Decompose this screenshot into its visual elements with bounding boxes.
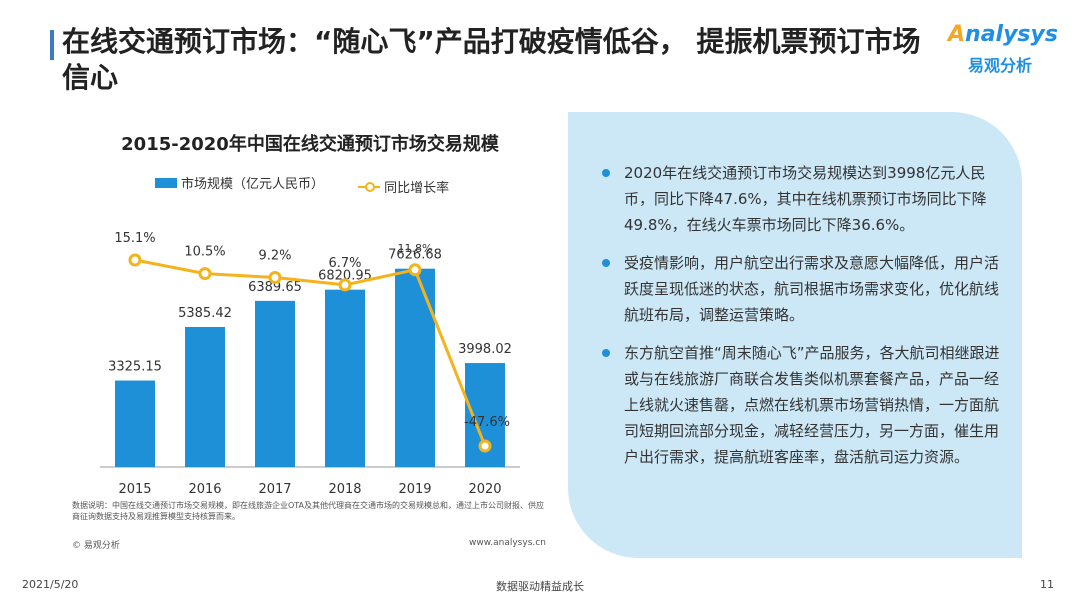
x-tick-label: 2020	[468, 482, 501, 497]
growth-rate-point	[128, 253, 142, 267]
x-tick-label: 2019	[398, 482, 431, 497]
bar	[185, 326, 225, 467]
chart-title: 2015-2020年中国在线交通预订市场交易规模	[121, 134, 499, 155]
legend-item-line: 同比增长率	[358, 177, 449, 196]
growth-rate-label: -47.6%	[464, 415, 510, 430]
growth-rate-point	[268, 271, 282, 285]
x-tick-label: 2018	[328, 482, 361, 497]
growth-rate-label: 9.2%	[258, 249, 291, 264]
logo-wordmark: Analysys	[948, 22, 1058, 47]
summary-bullet: 2020年在线交通预订市场交易规模达到3998亿元人民币，同比下降47.6%，其…	[600, 160, 1000, 238]
summary-list: 2020年在线交通预订市场交易规模达到3998亿元人民币，同比下降47.6%，其…	[600, 160, 1000, 482]
bar-value-label: 7626.68	[388, 248, 442, 263]
growth-rate-label: 15.1%	[114, 231, 155, 246]
bar	[115, 380, 155, 467]
summary-bullet: 东方航空首推“周末随心飞”产品服务，各大航司相继跟进或与在线旅游厂商联合发售类似…	[600, 340, 1000, 470]
x-tick-label: 2015	[118, 482, 151, 497]
growth-rate-line	[134, 258, 487, 447]
analysys-logo: Analysys 易观分析	[948, 22, 1058, 82]
summary-panel	[568, 112, 1022, 558]
bar	[325, 289, 365, 467]
data-note: 数据说明：中国在线交通预订市场交易规模，即在线旅游企业OTA及其他代理商在交通市…	[72, 501, 545, 521]
footer-slogan: 数据驱动精益成长	[496, 580, 584, 593]
bar-value-label: 3325.15	[108, 360, 162, 375]
page-title: 在线交通预订市场：“随心飞”产品打破疫情低谷， 提振机票预订市场信心	[62, 25, 921, 94]
growth-rate-point	[198, 267, 212, 281]
bar-value-label: 3998.02	[458, 342, 512, 357]
source-label: © 易观分析	[72, 541, 120, 551]
footer-date: 2021/5/20	[22, 578, 79, 591]
growth-rate-point	[478, 439, 492, 453]
x-tick-label: 2016	[188, 482, 221, 497]
bar	[395, 268, 435, 467]
growth-rate-point	[408, 263, 422, 277]
chart-legend: 市场规模（亿元人民币） 同比增长率	[155, 173, 479, 196]
bar-value-label: 6389.65	[248, 280, 302, 295]
title-accent-bar	[50, 30, 54, 60]
legend-item-bar: 市场规模（亿元人民币）	[155, 173, 324, 192]
page-number: 11	[1040, 578, 1054, 591]
growth-rate-label: 11.8%	[398, 242, 433, 255]
chart-canvas: 3325.15 2015 5385.42 2016 6389.65 2017 6820.95…	[100, 231, 520, 497]
logo-subtitle: 易观分析	[968, 56, 1033, 75]
bar-value-label: 6820.95	[318, 269, 372, 284]
x-tick-label: 2017	[258, 482, 291, 497]
summary-bullet: 受疫情影响，用户航空出行需求及意愿大幅降低，用户活跃度呈现低迷的状态，航司根据市…	[600, 250, 1000, 328]
bar	[255, 300, 295, 467]
bar-value-label: 5385.42	[178, 306, 232, 321]
growth-rate-label: 10.5%	[184, 245, 225, 260]
source-url: www.analysys.cn	[469, 538, 546, 548]
growth-rate-label: 6.7%	[328, 256, 361, 271]
growth-rate-point	[338, 278, 352, 292]
